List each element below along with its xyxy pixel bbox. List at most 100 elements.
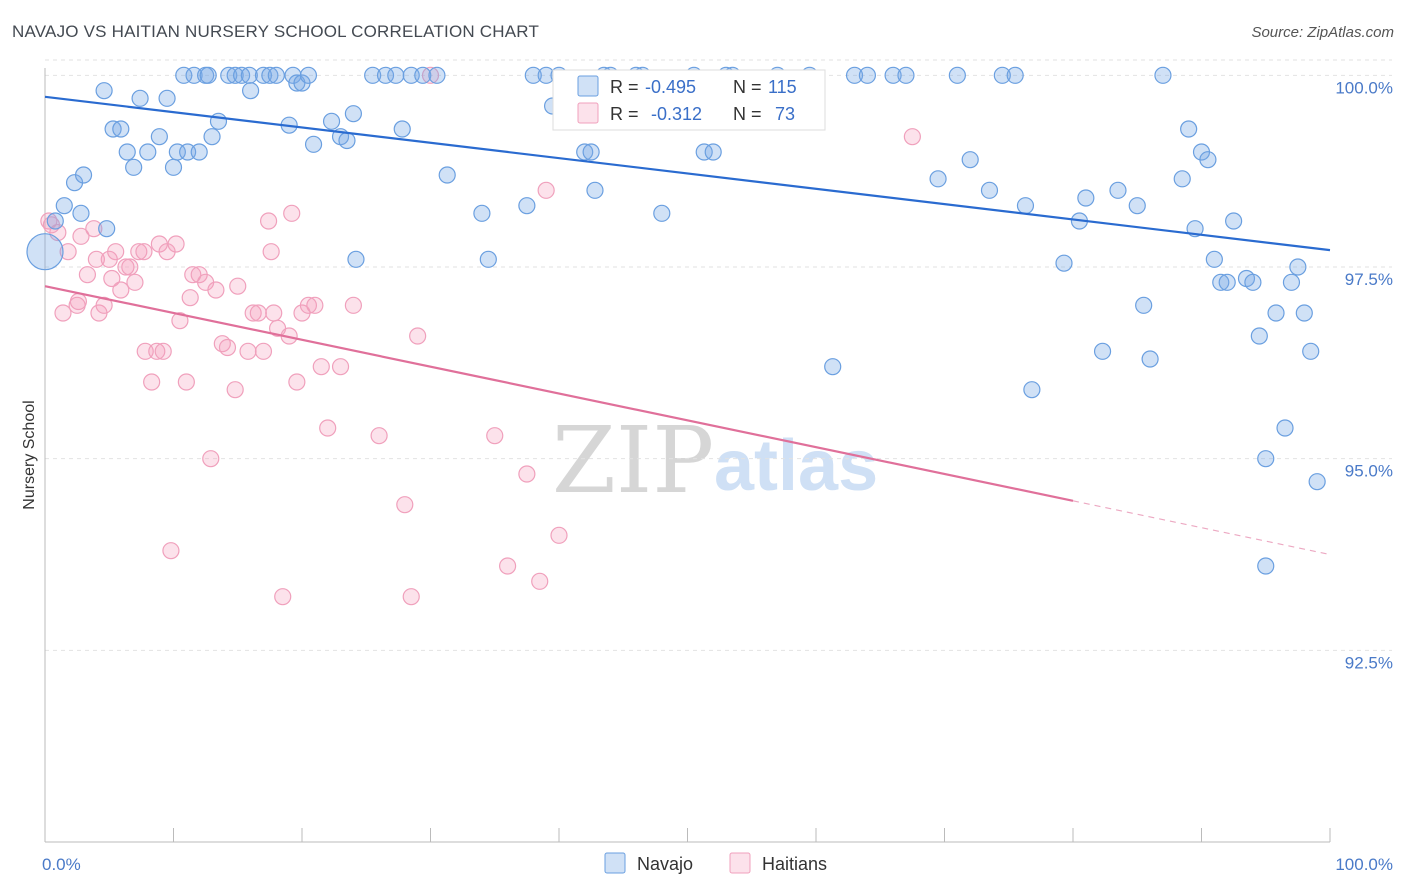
navajo-point <box>1023 381 1041 399</box>
source-label: Source: ZipAtlas.com <box>1251 24 1394 41</box>
navajo-point <box>72 204 90 222</box>
haitian-point <box>499 557 517 575</box>
navajo-point <box>74 166 93 184</box>
navajo-point <box>131 89 149 107</box>
haitian-point <box>262 243 280 261</box>
haitian-point <box>265 304 283 322</box>
haitian-point <box>121 258 139 276</box>
navajo-trendline <box>44 95 1331 252</box>
haitian-point <box>518 465 536 483</box>
haitian-point <box>903 128 921 146</box>
navajo-point <box>364 66 382 84</box>
y-axis-label: Nursery School <box>21 400 38 509</box>
navajo-point <box>1205 250 1223 268</box>
navajo-point <box>824 358 842 376</box>
navajo-point <box>1135 296 1153 314</box>
haitian-point <box>72 227 90 245</box>
navajo-point <box>139 143 157 161</box>
haitian-point <box>254 342 273 360</box>
navajo-point <box>961 151 979 169</box>
haitian-point <box>550 526 568 544</box>
haitian-point <box>344 296 362 314</box>
navajo-point <box>479 250 497 268</box>
bottom-legend-navajo-swatch <box>604 852 626 874</box>
navajo-point <box>1225 212 1243 230</box>
haitian-point <box>126 273 144 291</box>
x-tick-label: 100.0% <box>1335 855 1393 874</box>
navajo-point <box>1016 197 1035 215</box>
navajo-point <box>438 166 456 184</box>
haitian-point <box>78 266 97 284</box>
haitian-point <box>229 277 247 295</box>
haitian-point <box>312 358 330 376</box>
haitian-point <box>319 419 337 437</box>
haitian-point <box>402 588 420 606</box>
navajo-point <box>1212 273 1230 291</box>
haitian-point <box>274 588 292 606</box>
navajo-point <box>524 66 542 84</box>
haitian-point <box>107 243 125 261</box>
y-tick-labels: 92.5% 95.0% 97.5% 100.0% <box>1335 78 1393 672</box>
navajo-point <box>858 66 877 84</box>
navajo-point <box>473 204 491 222</box>
haitian-point <box>85 220 103 238</box>
y-tick-label: 97.5% <box>1345 270 1393 289</box>
watermark-zip: ZIP <box>552 407 714 514</box>
haitian-point <box>239 342 257 360</box>
navajo-point <box>1257 450 1275 468</box>
haitian-point <box>249 304 267 322</box>
haitian-point <box>167 235 185 253</box>
haitian-point <box>486 427 504 445</box>
legend-haitian-n-value: 73 <box>775 104 795 124</box>
haitian-point <box>69 292 88 311</box>
navajo-point <box>158 89 176 107</box>
x-tick-label: 0.0% <box>42 855 81 874</box>
navajo-point <box>164 158 183 176</box>
y-tick-label: 92.5% <box>1345 653 1393 672</box>
navajo-point <box>1006 66 1024 84</box>
navajo-point <box>1199 151 1217 169</box>
haitian-point <box>244 304 262 322</box>
axes <box>44 68 1331 843</box>
haitian-point <box>154 342 172 360</box>
haitian-point <box>283 204 301 222</box>
navajo-point <box>393 120 411 138</box>
navajo-point <box>98 220 116 238</box>
navajo-point <box>322 112 341 130</box>
navajo-point <box>1180 120 1198 138</box>
top-legend: R = -0.495 N = 115 R = -0.312 N = 73 <box>552 69 826 131</box>
haitian-point <box>202 450 220 468</box>
navajo-point <box>125 158 143 176</box>
legend-navajo-swatch <box>577 75 599 97</box>
haitian-point <box>148 342 166 360</box>
trendlines <box>44 95 1331 556</box>
navajo-point <box>190 143 208 161</box>
chart-title: NAVAJO VS HAITIAN NURSERY SCHOOL CORRELA… <box>12 22 540 41</box>
haitian-point <box>299 296 318 314</box>
navajo-point <box>220 66 238 84</box>
navajo-point <box>1308 473 1326 491</box>
navajo-point <box>95 82 113 100</box>
haitian-point <box>95 296 113 314</box>
haitian-point <box>112 281 130 299</box>
legend-haitian-r-value: -0.312 <box>651 104 702 124</box>
haitian-point <box>181 289 199 307</box>
navajo-point <box>304 135 323 153</box>
bottom-legend-haitian-label: Haitians <box>762 854 827 874</box>
bottom-legend-haitian-swatch <box>729 852 751 874</box>
navajo-point <box>1276 419 1294 437</box>
navajo-point <box>1267 304 1285 322</box>
legend-navajo-n-value: 115 <box>768 77 797 97</box>
navajo-point <box>1077 189 1095 207</box>
navajo-point <box>1250 327 1268 345</box>
navajo-point <box>653 204 671 222</box>
navajo-point <box>338 131 356 150</box>
navajo-point <box>267 66 285 84</box>
navajo-point <box>695 143 713 161</box>
navajo-point <box>46 212 64 230</box>
haitian-point <box>537 181 555 199</box>
navajo-point <box>929 170 947 188</box>
haitian-point <box>177 373 195 391</box>
haitian-point <box>288 373 306 391</box>
